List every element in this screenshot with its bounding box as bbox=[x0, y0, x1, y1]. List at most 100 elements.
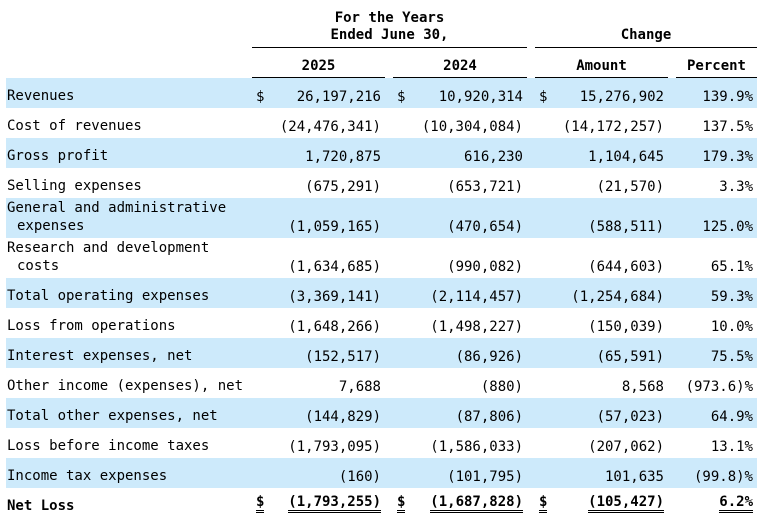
value-cell: (1,059,165) bbox=[252, 198, 385, 238]
value-text: 59.3% bbox=[710, 289, 753, 305]
row-background bbox=[6, 138, 757, 168]
value-cell: $26,197,216 bbox=[252, 78, 385, 108]
value-cell: 101,635 bbox=[535, 458, 668, 488]
value-text: (2,114,457) bbox=[430, 289, 523, 305]
value-text: 10,920,314 bbox=[438, 89, 523, 105]
value-cell: $ (1,687,828) bbox=[393, 488, 527, 516]
value-text: (990,082) bbox=[447, 259, 523, 275]
currency-symbol: $ bbox=[539, 89, 548, 105]
value-text: (144,829) bbox=[305, 409, 381, 425]
value-text: (152,517) bbox=[305, 349, 381, 365]
value-text: 179.3% bbox=[702, 149, 753, 165]
value-cell: 1,720,875 bbox=[252, 138, 385, 168]
value-cell: (1,586,033) bbox=[393, 428, 527, 458]
value-cell: (152,517) bbox=[252, 338, 385, 368]
value-cell: 10.0% bbox=[676, 308, 757, 338]
row-background bbox=[6, 278, 757, 308]
value-text: 26,197,216 bbox=[296, 89, 381, 105]
row-background bbox=[6, 398, 757, 428]
value-cell: (3,369,141) bbox=[252, 278, 385, 308]
value-text: 125.0% bbox=[702, 219, 753, 235]
value-cell: $10,920,314 bbox=[393, 78, 527, 108]
value-cell: (101,795) bbox=[393, 458, 527, 488]
row-label: Interest expenses, net bbox=[7, 348, 193, 364]
value-text: 75.5% bbox=[710, 349, 753, 365]
row-label: Net Loss bbox=[7, 498, 75, 514]
row-label: Other income (expenses), net bbox=[7, 378, 244, 394]
value-text: 3.3% bbox=[719, 179, 753, 195]
value-text: (24,476,341) bbox=[279, 119, 381, 135]
value-text: 1,104,645 bbox=[588, 149, 664, 165]
value-text: (207,062) bbox=[588, 439, 664, 455]
value-cell: (150,039) bbox=[535, 308, 668, 338]
header-text: For the Years Ended June 30, bbox=[330, 10, 449, 43]
value-text: (470,654) bbox=[447, 219, 523, 235]
value-cell: 75.5% bbox=[676, 338, 757, 368]
column-header: Percent bbox=[686, 58, 746, 74]
value-text: 64.9% bbox=[710, 409, 753, 425]
value-cell: (99.8)% bbox=[676, 458, 757, 488]
value-text: 6.2% bbox=[719, 494, 753, 513]
row-label: Selling expenses bbox=[7, 178, 142, 194]
value-cell: 1,104,645 bbox=[535, 138, 668, 168]
row-background bbox=[6, 78, 757, 108]
value-text: (105,427) bbox=[588, 494, 664, 513]
header-rule bbox=[393, 77, 527, 78]
value-cell: (10,304,084) bbox=[393, 108, 527, 138]
row-label: Research and development costs bbox=[7, 240, 210, 274]
row-background bbox=[6, 198, 757, 238]
value-text: (21,570) bbox=[596, 179, 664, 195]
value-cell: 137.5% bbox=[676, 108, 757, 138]
value-cell: 13.1% bbox=[676, 428, 757, 458]
row-background bbox=[6, 458, 757, 488]
value-cell: (14,172,257) bbox=[535, 108, 668, 138]
value-cell: (160) bbox=[252, 458, 385, 488]
value-cell: (207,062) bbox=[535, 428, 668, 458]
value-text: (1,254,684) bbox=[571, 289, 664, 305]
row-label: Total operating expenses bbox=[7, 288, 210, 304]
value-text: (3,369,141) bbox=[288, 289, 381, 305]
value-text: 137.5% bbox=[702, 119, 753, 135]
value-cell: $ (1,793,255) bbox=[252, 488, 385, 516]
value-text: (588,511) bbox=[588, 219, 664, 235]
value-text: (675,291) bbox=[305, 179, 381, 195]
row-label: Total other expenses, net bbox=[7, 408, 218, 424]
currency-symbol: $ bbox=[256, 494, 265, 513]
value-cell: (144,829) bbox=[252, 398, 385, 428]
value-cell: 64.9% bbox=[676, 398, 757, 428]
value-cell: 616,230 bbox=[393, 138, 527, 168]
value-text: (1,793,255) bbox=[288, 494, 381, 513]
value-text: (160) bbox=[338, 469, 381, 485]
value-text: (973.6)% bbox=[685, 379, 753, 395]
currency-symbol: $ bbox=[397, 494, 406, 513]
value-text: 7,688 bbox=[338, 379, 381, 395]
row-label: Cost of revenues bbox=[7, 118, 142, 134]
value-text: 8,568 bbox=[621, 379, 664, 395]
value-text: 101,635 bbox=[604, 469, 664, 485]
group-header-years: For the Years Ended June 30, bbox=[252, 10, 527, 44]
currency-symbol: $ bbox=[256, 89, 265, 105]
value-text: (880) bbox=[480, 379, 523, 395]
value-text: (65,591) bbox=[596, 349, 664, 365]
value-cell: (57,023) bbox=[535, 398, 668, 428]
value-cell: 8,568 bbox=[535, 368, 668, 398]
value-text: (1,634,685) bbox=[288, 259, 381, 275]
row-background bbox=[6, 338, 757, 368]
value-cell: $ (105,427) bbox=[535, 488, 668, 516]
value-text: (57,023) bbox=[596, 409, 664, 425]
value-cell: (24,476,341) bbox=[252, 108, 385, 138]
value-cell: (588,511) bbox=[535, 198, 668, 238]
value-cell: (973.6)% bbox=[676, 368, 757, 398]
value-text: (101,795) bbox=[447, 469, 523, 485]
column-header: Amount bbox=[576, 58, 627, 74]
value-cell: (880) bbox=[393, 368, 527, 398]
value-cell: 179.3% bbox=[676, 138, 757, 168]
header-rule bbox=[252, 47, 527, 48]
value-cell: 59.3% bbox=[676, 278, 757, 308]
value-cell: (86,926) bbox=[393, 338, 527, 368]
value-text: (14,172,257) bbox=[562, 119, 664, 135]
value-cell: (1,648,266) bbox=[252, 308, 385, 338]
value-cell: 3.3% bbox=[676, 168, 757, 198]
value-cell: (653,721) bbox=[393, 168, 527, 198]
